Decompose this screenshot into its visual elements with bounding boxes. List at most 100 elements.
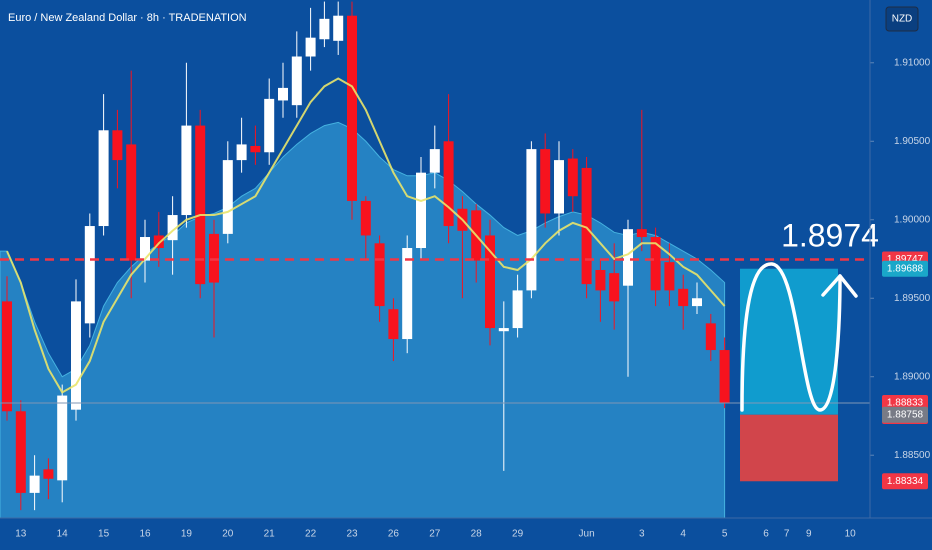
price-badge-label: 1.89747 [887,254,924,265]
candle-body [347,15,357,201]
x-tick-label: Jun [579,529,595,540]
candle-body [388,309,399,340]
level-layer [0,258,870,404]
candle-body [485,235,495,329]
candle-body [43,469,54,479]
x-tick-label: 29 [512,529,524,540]
candle-body [126,144,137,261]
price-badge-label: 1.88334 [887,476,924,487]
chart-title: Euro / New Zealand Dollar · 8h · TRADENA… [8,12,247,24]
candle-body [664,262,675,291]
x-tick-label: 28 [471,529,483,540]
price-badge-label: 1.89688 [887,263,924,274]
candle-body [305,37,316,57]
currency-box [885,6,919,32]
price-badge [882,260,928,277]
candle-body [650,237,661,291]
candle-body [236,144,247,161]
y-tick-label: 1.90000 [894,214,931,225]
candle-body [360,200,371,236]
x-tick-label: 20 [222,529,234,540]
candle-body [140,237,150,261]
candle-body [581,167,592,285]
candle-body [15,411,26,493]
price-badge [882,473,928,490]
candle-body [2,301,12,412]
candle-layer [2,1,730,511]
candle-body [567,158,578,197]
x-tick-label: 15 [98,529,110,540]
x-tick-label: 9 [806,529,812,540]
y-tick-label: 1.88500 [894,450,931,461]
candle-body [512,290,523,329]
x-tick-label: 26 [388,529,400,540]
grid-layer [870,62,874,456]
projection-arrow [740,262,842,412]
candle-body [264,98,275,153]
x-tick-label: 27 [429,529,441,540]
candle-body [209,233,219,283]
candle-body [291,56,302,106]
x-tick-label: 4 [680,529,686,540]
candle-body [595,269,606,291]
candle-body [443,141,454,227]
candle-body [112,130,123,161]
candle-body [526,149,537,291]
candle-body [705,323,716,351]
x-tick-label: 10 [845,529,857,540]
candle-body [719,350,730,404]
x-tick-label: 21 [264,529,276,540]
x-tick-label: 14 [57,529,69,540]
arrow-head [821,274,858,298]
x-tick-label: 22 [305,529,317,540]
candle-body [319,18,330,40]
y-tick-label: 1.90500 [894,136,931,147]
candle-body [29,475,40,493]
y-tick-label: 1.91000 [894,57,931,68]
x-tick-label: 7 [784,529,790,540]
x-tick-label: 6 [763,529,769,540]
candle-body [333,15,344,41]
candle-body [222,160,233,234]
candle-body [402,248,413,340]
price-badge-label: 1.88758 [887,409,924,420]
candle-body [429,149,440,173]
candle-body [57,395,68,481]
candle-body [167,215,178,241]
candle-body [498,328,509,332]
x-tick-label: 16 [139,529,151,540]
target-label: 1.8974 [781,217,879,253]
candle-body [181,125,192,216]
y-tick-label: 1.89000 [894,371,931,382]
candle-body [636,229,647,238]
candle-body [153,235,164,249]
candle-body [609,273,620,302]
candle-body [678,288,689,307]
price-badge [882,406,928,423]
x-tick-label: 3 [639,529,645,540]
x-tick-label: 23 [346,529,358,540]
candle-body [71,301,81,410]
candle-body [84,226,95,324]
zone-layer [740,268,838,482]
candle-body [416,172,426,249]
stop-zone [740,414,838,482]
y-tick-label: 1.89500 [894,293,931,304]
candle-body [554,160,564,214]
candle-body [278,87,288,101]
ma-line [6,77,726,394]
candle-body [98,130,109,227]
candle-body [374,243,385,307]
currency: NZD [892,14,913,25]
candle-body [540,149,551,214]
x-tick-label: 19 [181,529,193,540]
candle-body [250,145,261,153]
x-tick-label: 13 [15,529,27,540]
price-badge-label: 1.88833 [887,398,924,409]
candle-body [195,125,206,285]
candle-body [692,298,702,307]
x-tick-label: 5 [722,529,728,540]
